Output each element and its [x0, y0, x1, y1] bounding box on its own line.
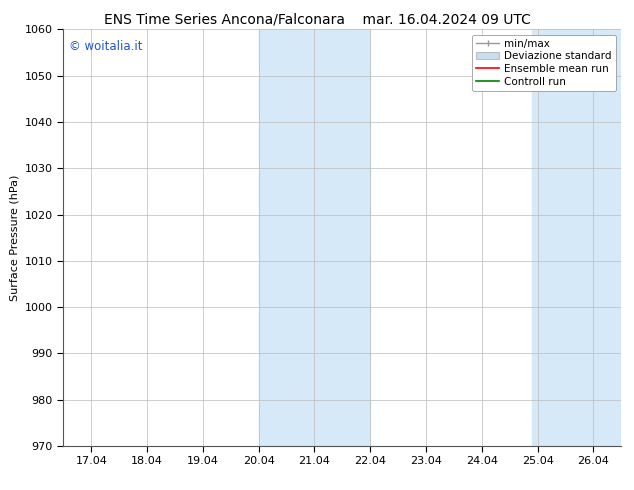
Bar [259, 29, 370, 446]
Legend: min/max, Deviazione standard, Ensemble mean run, Controll run: min/max, Deviazione standard, Ensemble m… [472, 35, 616, 91]
Text: ENS Time Series Ancona/Falconara    mar. 16.04.2024 09 UTC: ENS Time Series Ancona/Falconara mar. 16… [103, 12, 531, 26]
Bar [532, 29, 627, 446]
Y-axis label: Surface Pressure (hPa): Surface Pressure (hPa) [10, 174, 19, 301]
Text: © woitalia.it: © woitalia.it [69, 40, 143, 53]
